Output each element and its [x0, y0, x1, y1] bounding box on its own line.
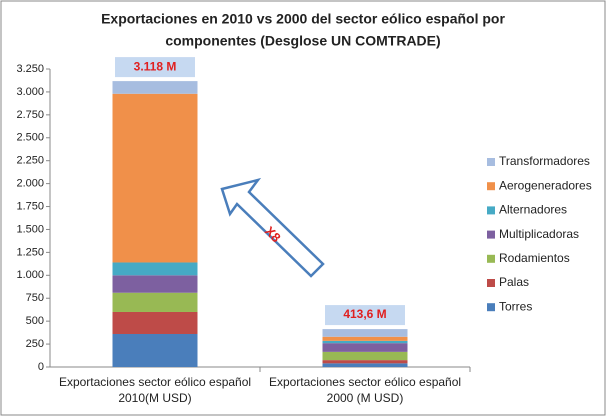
- y-tick-label: 1.250: [16, 246, 44, 258]
- y-tick-label: 1.500: [16, 223, 44, 235]
- x-tick-label: 2000 (M USD): [327, 391, 404, 405]
- x-tick-label: Exportaciones sector eólico español: [269, 375, 461, 389]
- total-label-box: [325, 305, 405, 326]
- bar-segment: [322, 363, 408, 367]
- bar-segment: [322, 336, 408, 341]
- x-tick-label: 2010(M USD): [118, 391, 191, 405]
- bar-segment: [112, 81, 198, 94]
- legend-label: Transformadores: [499, 154, 590, 168]
- y-tick-label: 2.750: [16, 109, 44, 121]
- bar-segment: [112, 262, 198, 276]
- arrow: [220, 177, 325, 278]
- bar-segment: [322, 343, 408, 352]
- legend-swatch: [487, 206, 495, 215]
- legend-swatch: [487, 279, 495, 287]
- y-tick-label: 750: [26, 292, 44, 304]
- legend-label: Torres: [499, 299, 532, 313]
- legend-swatch: [487, 303, 495, 312]
- y-tick-label: 2.000: [16, 178, 44, 190]
- legend-label: Palas: [499, 275, 529, 289]
- y-tick-label: 1.750: [16, 200, 44, 212]
- legend-swatch: [487, 158, 495, 166]
- bar-segment: [112, 275, 198, 293]
- y-tick-label: 250: [26, 338, 44, 350]
- legend-label: Multiplicadoras: [499, 227, 579, 241]
- bar-segment: [322, 340, 408, 344]
- bar-segment: [322, 360, 408, 364]
- y-tick-label: 500: [26, 315, 44, 327]
- legend-swatch: [487, 230, 495, 239]
- y-tick-label: 1.000: [16, 269, 44, 281]
- x-tick-label: Exportaciones sector eólico español: [59, 375, 251, 389]
- legend-label: Alternadores: [499, 203, 567, 217]
- bar-segment: [112, 93, 198, 263]
- y-tick-label: 2.250: [16, 155, 44, 167]
- y-tick-label: 3.250: [16, 63, 44, 75]
- chart-title: Exportaciones en 2010 vs 2000 del sector…: [101, 11, 505, 27]
- y-tick-label: 2.500: [16, 132, 44, 144]
- total-label: 3.118 M: [134, 59, 177, 73]
- legend-label: Rodamientos: [499, 251, 570, 265]
- y-tick-label: 0: [38, 361, 44, 373]
- y-tick-label: 3.000: [16, 86, 44, 98]
- total-label: 413,6 M: [343, 307, 386, 321]
- bar-segment: [322, 329, 408, 337]
- total-label-box: [115, 57, 195, 78]
- chart-title: componentes (Desglose UN COMTRADE): [165, 33, 440, 49]
- bar-segment: [112, 292, 198, 312]
- legend-swatch: [487, 182, 495, 191]
- bar-segment: [112, 333, 198, 367]
- bar-segment: [112, 311, 198, 334]
- legend-label: Aerogeneradores: [499, 178, 592, 192]
- legend-swatch: [487, 254, 495, 263]
- bar-segment: [322, 351, 408, 361]
